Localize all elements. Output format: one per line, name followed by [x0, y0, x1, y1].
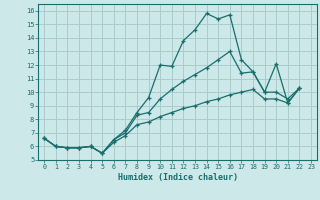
- X-axis label: Humidex (Indice chaleur): Humidex (Indice chaleur): [118, 173, 238, 182]
